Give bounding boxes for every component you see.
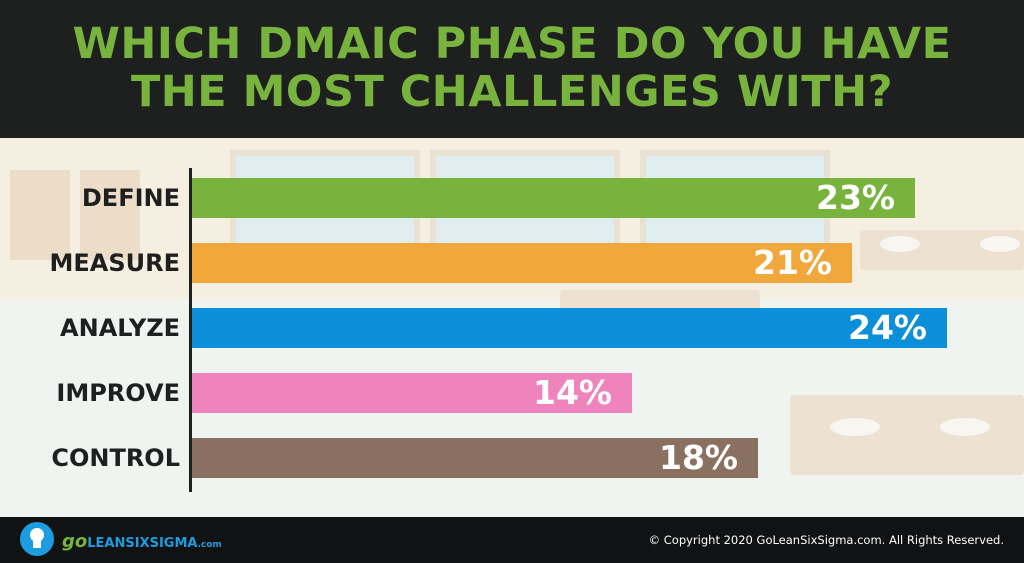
bar-control: 18%	[192, 438, 758, 478]
category-label-control: CONTROL	[51, 444, 180, 472]
bar-measure: 21%	[192, 243, 852, 283]
bar-value-label-define: 23%	[816, 178, 895, 217]
category-label-analyze: ANALYZE	[60, 314, 180, 342]
bar-analyze: 24%	[192, 308, 947, 348]
copyright-text: © Copyright 2020 GoLeanSixSigma.com. All…	[648, 533, 1004, 547]
bar-value-label-control: 18%	[659, 438, 738, 477]
category-label-measure: MEASURE	[49, 249, 181, 277]
chart-title-line-2: THE MOST CHALLENGES WITH?	[130, 67, 894, 117]
bar-value-label-measure: 21%	[753, 243, 832, 282]
bar-improve: 14%	[192, 373, 632, 413]
bar-value-label-analyze: 24%	[848, 308, 927, 347]
y-axis-line	[189, 168, 192, 492]
brand-logo-text: goLEANSIXSIGMA.com	[62, 531, 222, 552]
bar-value-label-improve: 14%	[533, 373, 612, 412]
chart-title-line-1: WHICH DMAIC PHASE DO YOU HAVE	[72, 19, 952, 69]
category-label-define: DEFINE	[81, 184, 180, 212]
category-label-improve: IMPROVE	[56, 379, 180, 407]
bar-define: 23%	[192, 178, 915, 218]
footer-bar	[0, 517, 1024, 563]
header-banner	[0, 0, 1024, 138]
